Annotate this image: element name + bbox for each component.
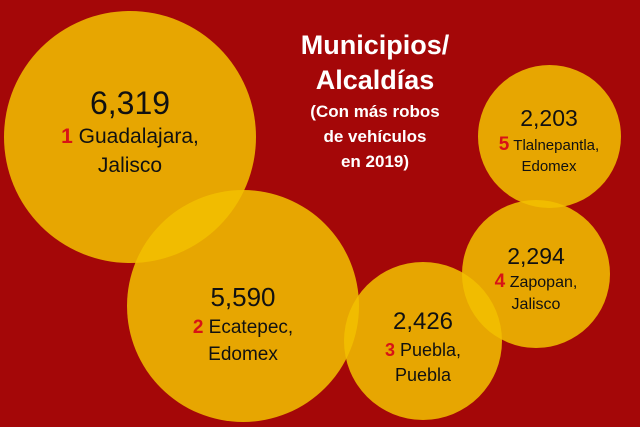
rank-zapopan: 4	[494, 271, 506, 292]
name-tlalnepantla: Tlalnepantla,	[513, 137, 600, 154]
rank-guadalajara: 1	[61, 125, 73, 148]
value-guadalajara: 6,319	[89, 85, 171, 121]
state-tlalnepantla: Edomex	[521, 158, 577, 175]
title-line-1: Municipios/	[300, 30, 450, 60]
rank-tlalnepantla: 5	[498, 134, 510, 155]
bubble-ecatepec	[127, 190, 359, 422]
name-zapopan: Zapopan,	[509, 274, 578, 291]
label-puebla: 2,426 3 Puebla, Puebla	[363, 305, 483, 388]
label-guadalajara: 6,319 1 Guadalajara, Jalisco	[40, 82, 220, 180]
bubble-zapopan	[462, 200, 610, 348]
state-zapopan: Jalisco	[511, 296, 561, 313]
chart-title: Municipios/ Alcaldías (Con más robos de …	[270, 28, 480, 173]
value-tlalnepantla: 2,203	[520, 105, 578, 131]
value-puebla: 2,426	[392, 308, 454, 335]
name-guadalajara: Guadalajara,	[78, 125, 199, 148]
subtitle-line-3: en 2019)	[340, 152, 410, 171]
title-line-2: Alcaldías	[315, 65, 435, 95]
state-puebla: Puebla	[394, 365, 452, 385]
state-ecatepec: Edomex	[208, 344, 278, 365]
value-zapopan: 2,294	[507, 243, 565, 269]
rank-puebla: 3	[384, 340, 395, 360]
label-zapopan: 2,294 4 Zapopan, Jalisco	[481, 240, 591, 316]
label-ecatepec: 5,590 2 Ecatepec, Edomex	[183, 279, 303, 368]
subtitle-line-2: de vehículos	[323, 127, 427, 146]
value-ecatepec: 5,590	[210, 282, 276, 312]
label-tlalnepantla: 2,203 5 Tlalnepantla, Edomex	[494, 102, 604, 177]
rank-ecatepec: 2	[192, 317, 204, 338]
name-puebla: Puebla,	[399, 340, 462, 360]
state-guadalajara: Jalisco	[97, 154, 163, 177]
subtitle-line-1: (Con más robos	[310, 102, 440, 121]
name-ecatepec: Ecatepec,	[208, 317, 294, 338]
bubble-tlalnepantla	[478, 65, 621, 208]
